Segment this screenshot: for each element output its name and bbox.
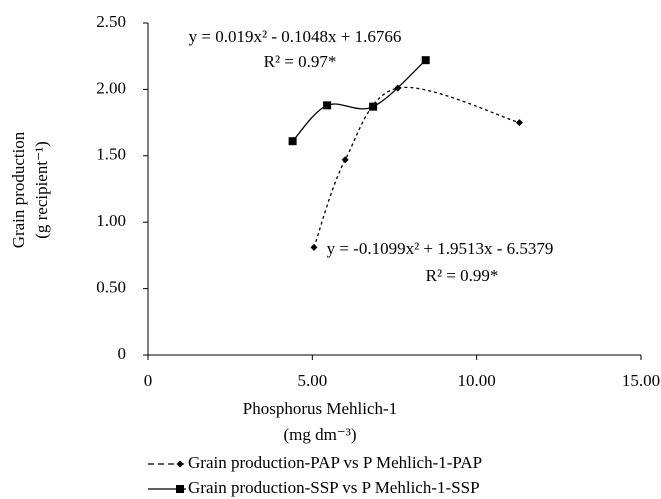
marker — [515, 119, 523, 127]
marker — [421, 56, 430, 65]
legend-label: Grain production-SSP vs P Mehlich-1-SSP — [188, 478, 480, 497]
x-tick-label: 0 — [144, 371, 153, 390]
x-axis-label: Phosphorus Mehlich-1 — [243, 399, 397, 418]
marker — [176, 485, 184, 493]
y-tick-label: 0.50 — [96, 278, 126, 297]
x-tick-label: 5.00 — [297, 371, 327, 390]
marker — [310, 243, 318, 251]
marker — [288, 137, 297, 146]
y-tick-label: 2.00 — [96, 78, 126, 97]
trend-line — [292, 59, 427, 142]
marker — [323, 101, 332, 110]
equation: R² = 0.99* — [426, 266, 499, 285]
x-tick-label: 15.00 — [622, 371, 660, 390]
y-tick-label: 1.00 — [96, 211, 126, 230]
trend-line — [313, 86, 520, 248]
legend-label: Grain production-PAP vs P Mehlich-1-PAP — [188, 453, 482, 472]
equation: y = -0.1099x² + 1.9513x - 6.5379 — [327, 239, 554, 258]
y-tick-label: 0 — [118, 344, 127, 363]
marker — [341, 156, 349, 164]
x-tick-label: 10.00 — [458, 371, 496, 390]
marker — [369, 102, 378, 111]
y-axis-label: (g recipient⁻¹) — [32, 141, 51, 239]
x-axis-label: (mg dm⁻³) — [283, 425, 356, 444]
y-tick-label: 2.50 — [96, 12, 126, 31]
y-tick-label: 1.50 — [96, 145, 126, 164]
marker — [176, 460, 184, 468]
y-axis-label: Grain production — [9, 131, 28, 248]
equation: R² = 0.97* — [264, 52, 337, 71]
equation: y = 0.019x² - 0.1048x + 1.6766 — [189, 27, 402, 46]
